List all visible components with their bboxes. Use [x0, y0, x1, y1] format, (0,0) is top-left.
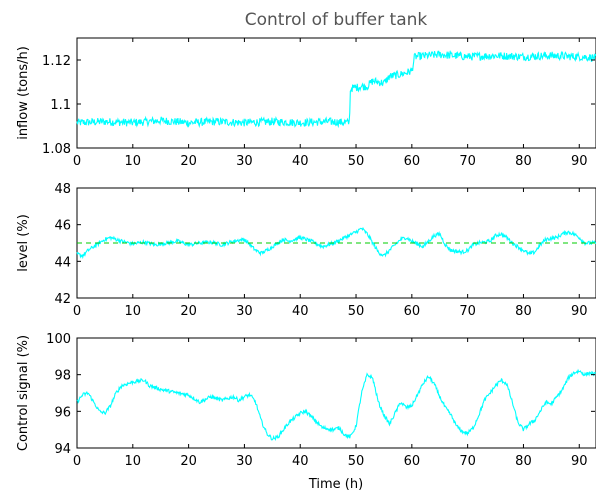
y-tick-label: 46 [54, 219, 71, 234]
series-line-1 [76, 50, 596, 129]
subplot-2: 0 10 20 30 40 50 60 70 80 90 42 44 46 48 level (%) [16, 182, 596, 319]
x-tick-label: 20 [180, 154, 197, 169]
y-axis-label: inflow (tons/h) [16, 46, 31, 140]
x-tick-label: 80 [515, 154, 532, 169]
figure-title: Control of buffer tank [245, 10, 428, 30]
y-tick-label: 48 [54, 182, 71, 197]
x-tick-label: 0 [73, 154, 81, 169]
x-tick-label: 70 [459, 454, 476, 469]
subplot-3: 0 10 20 30 40 50 60 70 80 90 94 96 98 100 Control sign… [16, 332, 596, 469]
x-tick-label: 50 [348, 454, 365, 469]
subplot-container: 0 10 20 30 40 50 60 70 80 90 1.08 1.1 1.12 inflow (to… [16, 37, 596, 469]
series-line-3 [76, 368, 596, 441]
y-axis-label: Control signal (%) [16, 335, 31, 451]
x-tick-label: 90 [571, 154, 588, 169]
x-tick-label: 60 [404, 154, 421, 169]
x-tick-label: 60 [404, 304, 421, 319]
x-tick-label: 20 [180, 454, 197, 469]
x-tick-label: 30 [236, 304, 253, 319]
y-tick-label: 1.08 [42, 142, 71, 157]
x-axis-label: Time (h) [308, 477, 363, 491]
x-tick-label: 80 [515, 454, 532, 469]
x-tick-label: 40 [292, 154, 309, 169]
x-tick-label: 40 [292, 304, 309, 319]
x-tick-label: 0 [73, 304, 81, 319]
y-tick-label: 96 [54, 405, 71, 420]
y-tick-label: 42 [54, 292, 71, 307]
x-tick-label: 20 [180, 304, 197, 319]
x-tick-label: 30 [236, 154, 253, 169]
x-tick-label: 40 [292, 454, 309, 469]
x-tick-label: 30 [236, 454, 253, 469]
y-tick-label: 1.12 [42, 54, 71, 69]
plot-area [76, 337, 596, 449]
x-tick-label: 90 [571, 304, 588, 319]
x-tick-label: 80 [515, 304, 532, 319]
subplot-1: 0 10 20 30 40 50 60 70 80 90 1.08 1.1 1.12 inflow (to… [16, 37, 596, 169]
y-tick-label: 94 [54, 442, 71, 457]
series-line-2 [76, 226, 596, 260]
y-axis-label: level (%) [16, 214, 31, 272]
x-tick-label: 10 [125, 454, 142, 469]
x-tick-label: 50 [348, 304, 365, 319]
x-tick-label: 70 [459, 154, 476, 169]
y-tick-label: 44 [54, 255, 71, 270]
x-tick-label: 60 [404, 454, 421, 469]
y-tick-label: 1.1 [50, 98, 71, 113]
x-tick-label: 0 [73, 454, 81, 469]
x-tick-label: 90 [571, 454, 588, 469]
x-tick-label: 10 [125, 304, 142, 319]
x-tick-label: 10 [125, 154, 142, 169]
x-tick-label: 70 [459, 304, 476, 319]
y-tick-label: 98 [54, 369, 71, 384]
y-tick-label: 100 [46, 332, 71, 347]
x-tick-label: 50 [348, 154, 365, 169]
